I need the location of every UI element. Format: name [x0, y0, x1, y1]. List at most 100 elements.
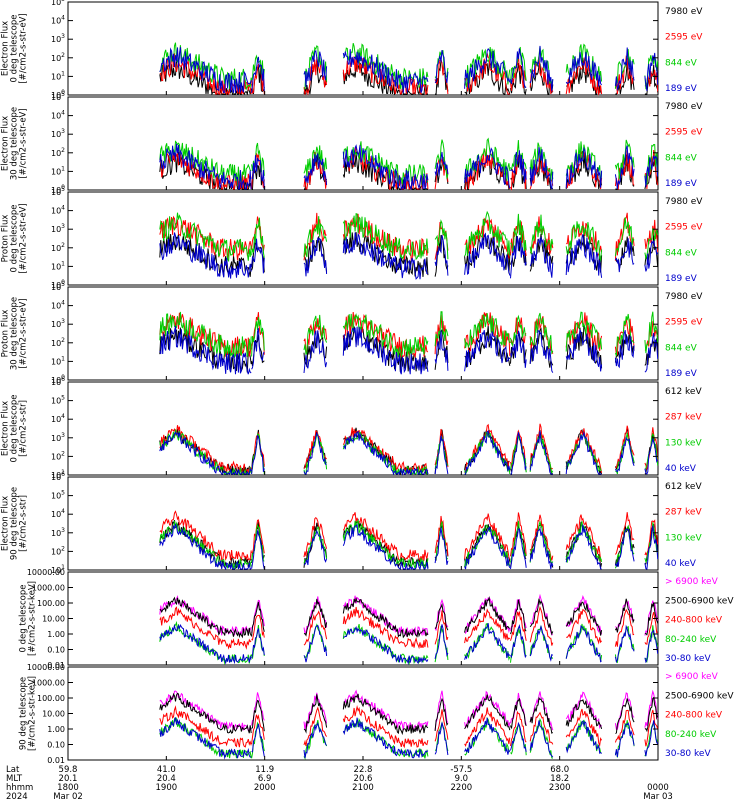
panel-data: [159, 137, 659, 191]
legend-entry: 30-80 keV: [665, 654, 711, 664]
y-label-line: [#/cm2-s-str-eV]: [19, 203, 29, 273]
y-tick-label: 100: [51, 279, 65, 290]
y-tick-label: 103: [51, 318, 65, 329]
y-label-line: Proton Flux: [1, 310, 11, 358]
y-tick-label: 101: [51, 469, 65, 480]
legend-entry: 7980 eV: [665, 102, 703, 112]
y-tick-label: 0.01: [47, 661, 65, 670]
y-label-line: [#/cm2-s-str-eV]: [19, 298, 29, 368]
y-tick-label: 102: [51, 450, 65, 461]
x-tick-lat: 59.8: [59, 765, 78, 775]
y-tick-label: 101: [51, 260, 65, 271]
y-tick-label: 1.00: [47, 630, 65, 639]
x-tick-hhmm: 2000: [254, 783, 276, 793]
y-label-line: 90 deg telescope: [19, 677, 29, 750]
panel-data: [159, 423, 659, 476]
series-5: [159, 623, 659, 665]
y-tick-label: 102: [51, 52, 65, 63]
y-axis: 100 101 102 103 104 105: [51, 0, 658, 100]
y-tick-label: 104: [51, 110, 65, 121]
y-tick-label: 105: [51, 186, 65, 197]
y-label-line: Electron Flux: [1, 496, 11, 551]
y-tick-label: 102: [51, 242, 65, 253]
y-label-line: 30 deg telescope: [10, 107, 20, 180]
panel-data: [159, 42, 659, 96]
x-tick-hhmm: 1800: [57, 783, 79, 793]
legend-entry: 189 eV: [665, 179, 698, 189]
y-tick-label: 105: [51, 395, 65, 406]
y-tick-label: 0.01: [47, 756, 65, 765]
y-tick-label: 101: [51, 165, 65, 176]
y-tick-label: 100: [51, 89, 65, 100]
x-tick-hhmm: 2300: [549, 783, 571, 793]
legend-entry: 612 keV: [665, 482, 702, 492]
y-tick-label: 1.00: [47, 725, 65, 734]
y-tick-label: 10.00: [42, 615, 65, 624]
y-axis: 101 102 103 104 105 106: [51, 471, 658, 575]
y-label-line: 0 deg telescope: [10, 395, 20, 463]
series-2: [159, 595, 659, 639]
x-tick-lat: 41.0: [157, 765, 176, 775]
y-axis: 101 102 103 104 105 106: [51, 376, 658, 480]
y-tick-label: 10.00: [42, 710, 65, 719]
series-3: [159, 605, 659, 650]
y-tick-label: 103: [51, 33, 65, 44]
y-tick-label: 105: [51, 0, 65, 7]
y-tick-label: 101: [51, 564, 65, 575]
legend-entry: 844 eV: [665, 153, 698, 163]
y-tick-label: 100.00: [37, 694, 65, 703]
y-label-line: TED: [0, 39, 2, 58]
y-tick-label: 104: [51, 508, 65, 519]
y-tick-label: 104: [51, 15, 65, 26]
x-tick-date: Mar 03: [643, 792, 673, 800]
legend-entry: 2595 eV: [665, 318, 703, 328]
y-axis: 100 101 102 103 104 105: [51, 91, 658, 195]
legend: 7980 eV 2595 eV 844 eV 189 eV: [665, 292, 703, 379]
y-label-line: Electron Flux: [1, 21, 11, 76]
x-tick-mlt: 6.9: [258, 774, 272, 784]
y-tick-label: 101: [51, 70, 65, 81]
legend-entry: 40 keV: [665, 464, 697, 474]
y-tick-label: 105: [51, 281, 65, 292]
legend-entry: 844 eV: [665, 248, 698, 258]
panel-data: [159, 593, 659, 665]
y-tick-label: 1000.00: [32, 584, 65, 593]
y-axis-label: 0 deg telescope [#/cm2-s-str-keV]: [19, 581, 38, 656]
legend: > 6900 keV 2500-6900 keV 240-800 keV 80-240…: [665, 577, 734, 664]
y-axis: 100 101 102 103 104 105: [51, 281, 658, 385]
y-label-line: [#/cm2-s-str-keV]: [28, 676, 38, 751]
panel-8: 0.01 0.10 1.00 10.00 100.00 1000.00 10000.00 90…: [19, 663, 735, 765]
series-3: [159, 311, 659, 360]
y-label-line: [#/cm2-s-str]: [19, 400, 29, 457]
y-tick-label: 103: [51, 432, 65, 443]
legend-entry: 844 eV: [665, 58, 698, 68]
legend-entry: 80-240 keV: [665, 730, 717, 740]
y-label-line: 0 deg telescope: [19, 585, 29, 653]
legend-entry: 130 keV: [665, 533, 702, 543]
legend-entry: 30-80 keV: [665, 749, 711, 759]
panel-data: [159, 689, 659, 760]
series-2: [159, 423, 659, 475]
legend: 7980 eV 2595 eV 844 eV 189 eV: [665, 197, 703, 284]
series-5: [159, 717, 659, 760]
y-label-line: TED: [0, 134, 2, 153]
panel-frame: [67, 571, 659, 666]
y-label-line: 90 deg telescope: [10, 487, 20, 560]
y-tick-label: 102: [51, 337, 65, 348]
x-tick-hhmm: 2200: [451, 783, 473, 793]
y-tick-label: 104: [51, 300, 65, 311]
y-label-line: MEPED: [0, 508, 2, 538]
legend-entry: 287 keV: [665, 508, 702, 518]
x-tick-mlt: 20.6: [354, 774, 373, 784]
series-3: [159, 705, 659, 749]
series-2: [159, 510, 659, 563]
